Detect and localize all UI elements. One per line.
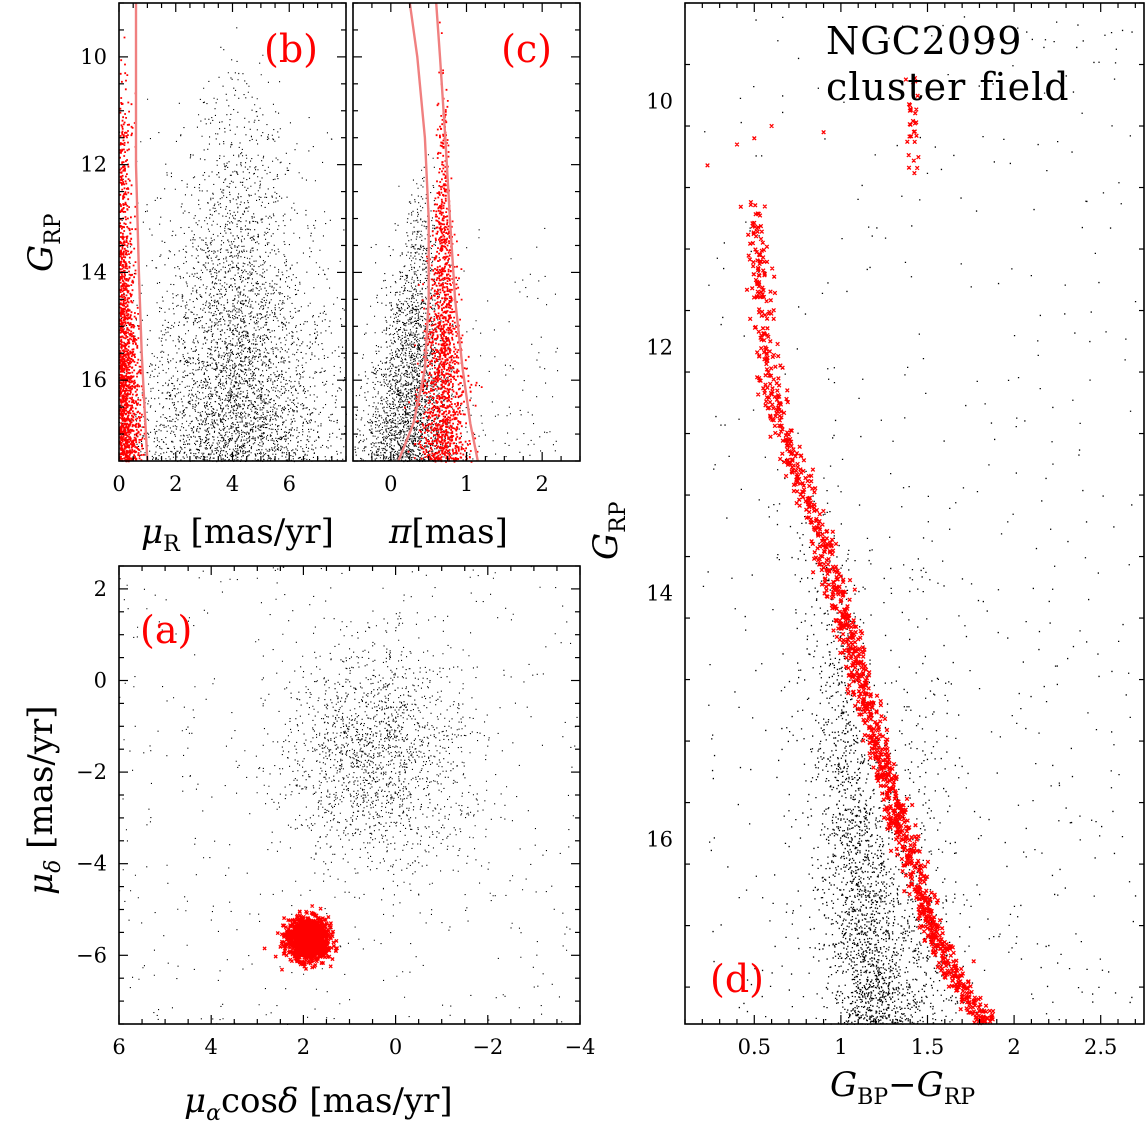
panel-b-proper-motion-cmd: 0 2 4 6 10 12 14 16 (b) (80, 2, 347, 496)
panel-a-member-stars (262, 903, 340, 972)
panel-c-field-stars (354, 147, 559, 463)
panel-b-selection-curve (134, 3, 149, 462)
a-x-tick-label: 4 (205, 1035, 218, 1059)
axis-title-b-x: μR [mas/yr] (141, 512, 334, 557)
b-x-tick-label: 6 (283, 472, 296, 496)
a-y-tick-label: −4 (76, 852, 107, 876)
panel-d-colour-magnitude-diagram: 0.5 1 1.5 2 2.5 10 12 14 16 (d) NGC2099 cluster … (646, 2, 1145, 1059)
cluster-title-line-2: cluster field (826, 65, 1070, 109)
b-y-tick-label: 12 (80, 153, 107, 177)
d-x-tick-label: 2 (1007, 1035, 1020, 1059)
d-x-tick-label: 0.5 (738, 1035, 771, 1059)
a-y-tick-label: 0 (94, 669, 107, 693)
a-y-tick-label: −6 (76, 943, 107, 967)
svg-text:GRP: GRP (586, 501, 631, 560)
a-x-tick-label: 6 (112, 1035, 125, 1059)
panel-c-selection-curve-right (435, 2, 479, 462)
d-y-tick-label: 14 (646, 581, 673, 605)
axis-title-a-y: μδ [mas/yr] (21, 705, 66, 895)
d-x-tick-label: 1.5 (911, 1035, 944, 1059)
panel-b-ticks: 0 2 4 6 10 12 14 16 (80, 2, 347, 496)
axis-title-d-x: GBP−GRP (830, 1065, 975, 1110)
svg-text:μδ [mas/yr]: μδ [mas/yr] (21, 705, 66, 895)
panel-b-field-stars (119, 27, 347, 463)
panel-d-points (702, 16, 1137, 1026)
b-y-tick-label: 16 (80, 368, 107, 392)
c-x-tick-label: 0 (384, 472, 397, 496)
svg-text:GRP: GRP (21, 213, 66, 272)
d-y-tick-label: 12 (646, 335, 673, 359)
panel-c-selection-curve-left (397, 2, 430, 462)
panel-c-ticks: 0 1 2 (352, 2, 581, 496)
d-y-tick-label: 10 (646, 89, 673, 113)
axis-title-c-x: π[mas] (388, 512, 508, 552)
a-x-tick-label: 0 (389, 1035, 402, 1059)
a-x-tick-label: −4 (565, 1035, 596, 1059)
b-x-tick-label: 0 (112, 472, 125, 496)
a-y-tick-label: −2 (76, 760, 107, 784)
panel-a-points (119, 566, 578, 1025)
c-x-tick-label: 1 (460, 472, 473, 496)
panel-a-ticks: 6 4 2 0 −2 −4 2 0 −2 −4 −6 (76, 565, 596, 1059)
panel-b-tag: (b) (264, 27, 318, 71)
panel-a-vector-point-diagram: 6 4 2 0 −2 −4 2 0 −2 −4 −6 (a) (76, 565, 596, 1059)
panel-c-points (354, 21, 559, 463)
cluster-title-line-1: NGC2099 (826, 19, 1022, 63)
b-y-tick-label: 10 (80, 45, 107, 69)
panel-d-frame (684, 2, 1145, 1025)
svg-text:GBP−GRP: GBP−GRP (830, 1065, 975, 1110)
a-x-tick-label: −2 (472, 1035, 503, 1059)
panel-c-parallax-cmd: 0 1 2 (c) (352, 2, 581, 496)
d-y-tick-label: 16 (646, 827, 673, 851)
svg-text:μαcosδ [mas/yr]: μαcosδ [mas/yr] (184, 1081, 453, 1124)
d-x-tick-label: 2.5 (1084, 1035, 1117, 1059)
panel-d-ticks: 0.5 1 1.5 2 2.5 10 12 14 16 (646, 2, 1144, 1059)
panel-b-curves (134, 3, 149, 462)
panel-b-points (119, 27, 347, 463)
panel-c-tag: (c) (501, 27, 552, 71)
panel-a-tag: (a) (140, 608, 192, 652)
panel-b-member-stars (119, 36, 148, 463)
svg-text:π[mas]: π[mas] (388, 512, 508, 552)
c-x-tick-label: 2 (535, 472, 548, 496)
b-x-tick-label: 2 (169, 472, 182, 496)
panel-c-curves (397, 2, 479, 462)
panel-d-member-stars (705, 75, 996, 1026)
a-x-tick-label: 2 (297, 1035, 310, 1059)
axis-title-d-y: GRP (586, 501, 631, 560)
d-x-tick-label: 1 (834, 1035, 847, 1059)
a-y-tick-label: 2 (94, 577, 107, 601)
axis-title-b-y: GRP (21, 213, 66, 272)
axis-title-a-x: μαcosδ [mas/yr] (184, 1081, 453, 1124)
b-y-tick-label: 14 (80, 260, 107, 284)
svg-text:μR [mas/yr]: μR [mas/yr] (141, 512, 334, 557)
panel-d-tag: (d) (710, 957, 764, 1001)
panel-c-member-stars (404, 21, 483, 463)
b-x-tick-label: 4 (226, 472, 239, 496)
